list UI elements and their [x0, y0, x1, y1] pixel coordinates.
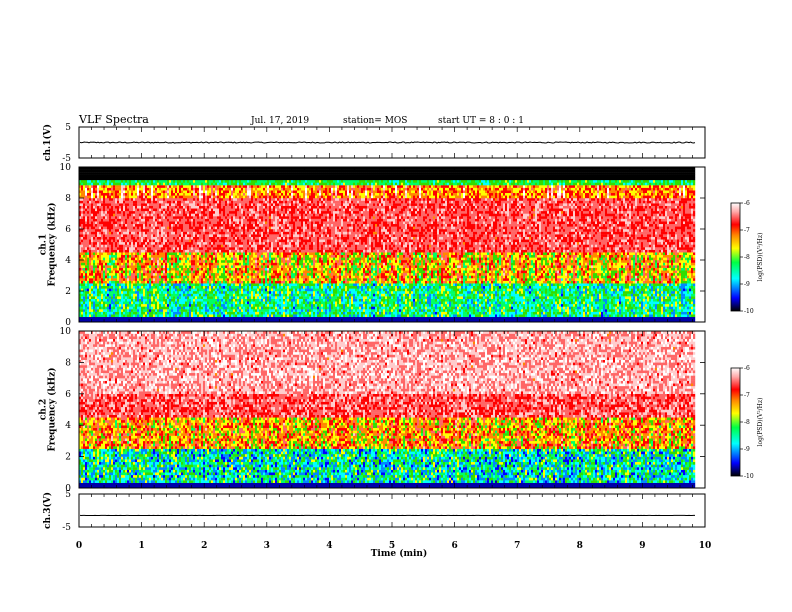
x-tick-label: 0	[76, 541, 82, 551]
ch2-spectrogram-ytick-label: 2	[65, 453, 71, 463]
ch1-waveform-ylabel: ch.1(V)	[42, 124, 53, 161]
x-tick-label: 1	[138, 541, 144, 551]
ch1-waveform-trace	[80, 142, 695, 143]
panel-ch1-waveform: 5-5ch.1(V)	[42, 123, 705, 164]
ch1-spectrogram-ytick-label: 8	[65, 194, 71, 204]
ch1-spectrogram-no-data	[696, 167, 705, 322]
ch2-spectrogram-ytick-label: 10	[60, 327, 72, 337]
ch2-spectrogram-no-data	[696, 331, 705, 488]
x-axis-label: Time (min)	[371, 548, 428, 559]
ch1-spectrogram-ylabel: Frequency (kHz)	[47, 202, 58, 286]
station-label: station= MOS	[343, 116, 407, 126]
colorbar-ch1: -6 -7 -8 -9 -10 log(PSD)(V²/Hz)	[731, 200, 764, 315]
ch2-spectrogram-colorbar-tick-label: -10	[744, 473, 754, 480]
x-tick-label: 4	[326, 541, 332, 551]
ch1-spectrogram-ytick-label: 2	[65, 287, 71, 297]
date-label: Jul. 17, 2019	[250, 116, 309, 126]
ch1-spectrogram-colorbar-label: log(PSD)(V²/Hz)	[757, 233, 764, 282]
ch2-spectrogram-colorbar-tick-label: -9	[744, 446, 750, 453]
ch1-spectrogram-colorbar-tick-label: -9	[744, 281, 750, 288]
x-tick-label: 3	[264, 541, 270, 551]
ch2-spectrogram-colorbar-tick-label: -8	[744, 419, 750, 426]
x-tick-label: 8	[577, 541, 583, 551]
ch2-spectrogram-colorbar-tick-label: -7	[744, 392, 750, 399]
x-tick-label: 9	[639, 541, 645, 551]
ch3-waveform-ytick-label: 5	[65, 490, 71, 500]
x-tick-label: 10	[699, 541, 712, 551]
vlf-figure: VLF Spectra Jul. 17, 2019 station= MOS s…	[0, 0, 792, 612]
ch1-waveform-ytick-label: 5	[65, 123, 71, 133]
ch2-spectrogram-ytick-label: 8	[65, 358, 71, 368]
ch1-spectrogram-ytick-label: 10	[60, 163, 72, 173]
x-tick-label: 6	[451, 541, 457, 551]
ch2-spectrogram-colorbar-tick-label: -6	[744, 365, 750, 372]
ch1-spectrogram-colorbar-ramp	[731, 203, 740, 311]
ch2-spectrogram-colorbar-ramp	[731, 368, 740, 476]
ch1-spectrogram-colorbar-tick-label: -6	[744, 200, 750, 207]
ch1-spectrogram-ytick-label: 4	[65, 256, 71, 266]
colorbar-ch2: -6 -7 -8 -9 -10 log(PSD)(V²/Hz)	[731, 365, 764, 480]
ch1-spectrogram-colorbar-tick-label: -8	[744, 254, 750, 261]
ch1-spectrogram-cells	[79, 167, 695, 322]
ch2-spectrogram-ylabel: Frequency (kHz)	[47, 367, 58, 451]
x-tick-label: 2	[201, 541, 207, 551]
ch3-waveform-ylabel: ch.3(V)	[42, 492, 53, 529]
start-time-label: start UT = 8 : 0 : 1	[438, 116, 524, 126]
ch2-spectrogram-colorbar-label: log(PSD)(V²/Hz)	[757, 398, 764, 447]
panel-ch3-waveform: 5 -5 ch.3(V)	[42, 490, 705, 533]
ch2-spectrogram-ytick-label: 6	[65, 390, 71, 400]
ch2-spectrogram-cells	[79, 331, 695, 488]
ch3-waveform-ytick-label: -5	[62, 523, 71, 533]
ch2-spectrogram-ytick-label: 4	[65, 421, 71, 431]
ch1-spectrogram-colorbar-tick-label: -7	[744, 227, 750, 234]
ch1-spectrogram-ytick-label: 6	[65, 225, 71, 235]
ch1-spectrogram-colorbar-tick-label: -10	[744, 308, 754, 315]
figure-title: VLF Spectra	[78, 113, 149, 126]
x-tick-label: 7	[514, 541, 520, 551]
